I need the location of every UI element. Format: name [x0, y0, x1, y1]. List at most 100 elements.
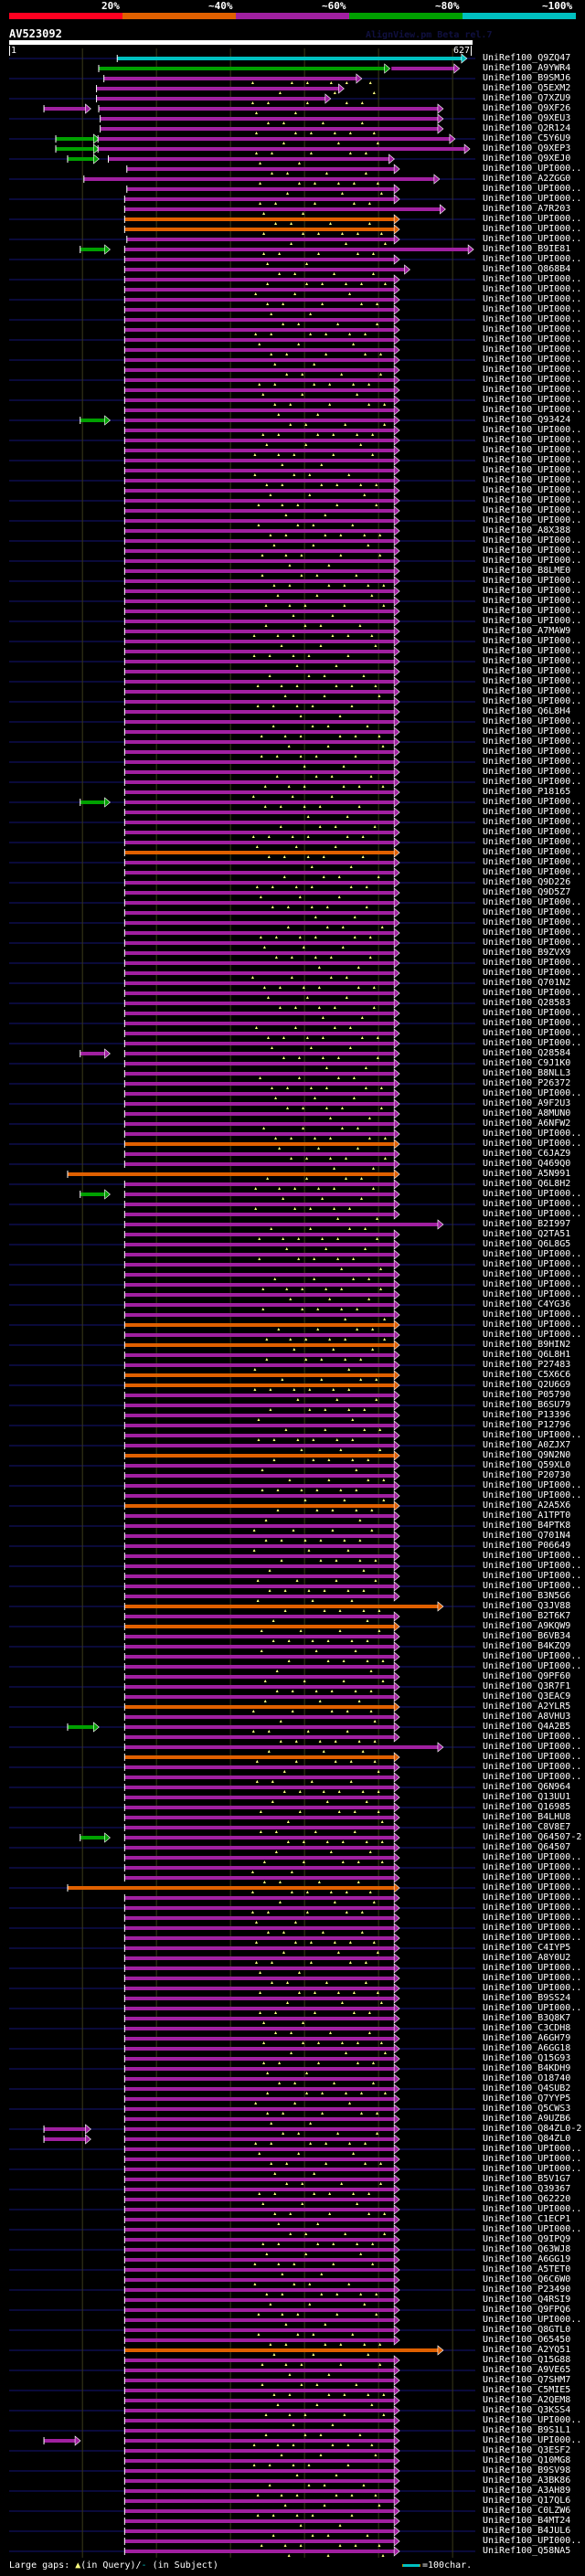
hit-label[interactable]: UniRef100_P27483 — [483, 1360, 571, 1370]
hit-label[interactable]: UniRef100_UPI000.. — [483, 2415, 582, 2425]
hit-label[interactable]: UniRef100_B8NLL3 — [483, 1068, 571, 1078]
hit-label[interactable]: UniRef100_UPI000.. — [483, 1913, 582, 1923]
hit-label[interactable]: UniRef100_UPI000.. — [483, 1259, 582, 1269]
hit-label[interactable]: UniRef100_UPI000.. — [483, 1852, 582, 1862]
hit-label[interactable]: UniRef100_UPI000.. — [483, 1018, 582, 1028]
hit-label[interactable]: UniRef100_C5X6C6 — [483, 1370, 571, 1380]
hit-label[interactable]: UniRef100_B3Q8K7 — [483, 2013, 571, 2023]
hit-label[interactable]: UniRef100_P23490 — [483, 2284, 571, 2295]
hit-label[interactable]: UniRef100_Q9XF26 — [483, 103, 571, 113]
hit-label[interactable]: UniRef100_P06649 — [483, 1541, 571, 1551]
hit-label[interactable]: UniRef100_Q13UU1 — [483, 1792, 571, 1802]
hit-label[interactable]: UniRef100_UPI000.. — [483, 757, 582, 767]
hit-label[interactable]: UniRef100_A8VHU3 — [483, 1712, 571, 1722]
hit-label[interactable]: UniRef100_UPI000.. — [483, 495, 582, 505]
hit-label[interactable]: UniRef100_UPI000.. — [483, 1752, 582, 1762]
hit-label[interactable]: UniRef100_A6NFW2 — [483, 1118, 571, 1129]
hit-label[interactable]: UniRef100_UPI000.. — [483, 917, 582, 928]
hit-label[interactable]: UniRef100_UPI000.. — [483, 686, 582, 696]
hit-label[interactable]: UniRef100_A5N991 — [483, 1169, 571, 1179]
hit-label[interactable]: UniRef100_UPI000.. — [483, 988, 582, 998]
hit-label[interactable]: UniRef100_B2I997 — [483, 1219, 571, 1229]
hit-label[interactable]: UniRef100_UPI000.. — [483, 2224, 582, 2234]
hit-label[interactable]: UniRef100_UPI000.. — [483, 475, 582, 485]
hit-label[interactable]: UniRef100_UPI000.. — [483, 1209, 582, 1219]
hit-label[interactable]: UniRef100_UPI000.. — [483, 535, 582, 546]
hit-label[interactable]: UniRef100_UPI000.. — [483, 1309, 582, 1320]
hit-label[interactable]: UniRef100_UPI000.. — [483, 958, 582, 968]
hit-label[interactable]: UniRef100_UPI000.. — [483, 696, 582, 706]
hit-label[interactable]: UniRef100_Q15G93 — [483, 2053, 571, 2063]
hit-label[interactable]: UniRef100_UPI000.. — [483, 1561, 582, 1571]
hit-label[interactable]: UniRef100_UPI000.. — [483, 1732, 582, 1742]
hit-label[interactable]: UniRef100_Q28584 — [483, 1048, 571, 1058]
hit-label[interactable]: UniRef100_C5MIE5 — [483, 2385, 571, 2395]
hit-label[interactable]: UniRef100_B9SV98 — [483, 2465, 571, 2475]
hit-label[interactable]: UniRef100_UPI000.. — [483, 807, 582, 817]
hit-label[interactable]: UniRef100_UPI000.. — [483, 1872, 582, 1882]
hit-label[interactable]: UniRef100_UPI000.. — [483, 515, 582, 525]
hit-label[interactable]: UniRef100_UPI000.. — [483, 576, 582, 586]
hit-label[interactable]: UniRef100_C4IYP5 — [483, 1943, 571, 1953]
hit-label[interactable]: UniRef100_Q9IPQ9 — [483, 2234, 571, 2244]
hit-label[interactable]: UniRef100_UPI000.. — [483, 897, 582, 907]
hit-label[interactable]: UniRef100_UPI000.. — [483, 737, 582, 747]
hit-label[interactable]: UniRef100_UPI000.. — [483, 1862, 582, 1872]
hit-label[interactable]: UniRef100_A9YWR4 — [483, 63, 571, 73]
hit-label[interactable]: UniRef100_UPI000.. — [483, 334, 582, 345]
hit-label[interactable]: UniRef100_Q10MG8 — [483, 2455, 571, 2465]
hit-label[interactable]: UniRef100_B4MT24 — [483, 2516, 571, 2526]
hit-label[interactable]: UniRef100_A6GG18 — [483, 2043, 571, 2053]
hit-label[interactable]: UniRef100_UPI000.. — [483, 1038, 582, 1048]
hit-label[interactable]: UniRef100_UPI000.. — [483, 445, 582, 455]
hit-label[interactable]: UniRef100_UPI000.. — [483, 365, 582, 375]
hit-label[interactable]: UniRef100_C8V8E7 — [483, 1822, 571, 1832]
hit-label[interactable]: UniRef100_P12796 — [483, 1420, 571, 1430]
hit-label[interactable]: UniRef100_UPI000.. — [483, 1581, 582, 1591]
hit-label[interactable]: UniRef100_A8MUN0 — [483, 1108, 571, 1118]
hit-label[interactable]: UniRef100_UPI000.. — [483, 2154, 582, 2164]
hit-label[interactable]: UniRef100_UPI000.. — [483, 345, 582, 355]
hit-label[interactable]: UniRef100_B9SMJ6 — [483, 73, 571, 83]
hit-label[interactable]: UniRef100_A9KQW9 — [483, 1621, 571, 1631]
hit-label[interactable]: UniRef100_Q3R7F1 — [483, 1681, 571, 1691]
hit-label[interactable]: UniRef100_UPI000.. — [483, 716, 582, 726]
hit-label[interactable]: UniRef100_Q9PF60 — [483, 1671, 571, 1681]
hit-label[interactable]: UniRef100_UPI000.. — [483, 1129, 582, 1139]
hit-label[interactable]: UniRef100_B4KZQ9 — [483, 1641, 571, 1651]
hit-label[interactable]: UniRef100_Q3EAC9 — [483, 1691, 571, 1701]
hit-label[interactable]: UniRef100_Q4A2B5 — [483, 1722, 571, 1732]
hit-label[interactable]: UniRef100_Q84ZL0 — [483, 2134, 571, 2144]
hit-label[interactable]: UniRef100_UPI000.. — [483, 1571, 582, 1581]
hit-label[interactable]: UniRef100_UPI000.. — [483, 314, 582, 324]
hit-label[interactable]: UniRef100_P20730 — [483, 1470, 571, 1480]
hit-label[interactable]: UniRef100_Q7XZU9 — [483, 93, 571, 103]
hit-label[interactable]: UniRef100_UPI000.. — [483, 747, 582, 757]
hit-label[interactable]: UniRef100_Q4RSI9 — [483, 2295, 571, 2305]
hit-label[interactable]: UniRef100_A5TET0 — [483, 2264, 571, 2274]
hit-label[interactable]: UniRef100_B3N5G6 — [483, 1591, 571, 1601]
hit-label[interactable]: UniRef100_O65450 — [483, 2335, 571, 2345]
hit-label[interactable]: UniRef100_Q5EXM2 — [483, 83, 571, 93]
hit-label[interactable]: UniRef100_B4JUL6 — [483, 2526, 571, 2536]
hit-label[interactable]: UniRef100_UPI000.. — [483, 234, 582, 244]
hit-label[interactable]: UniRef100_A8Y0U2 — [483, 1953, 571, 1963]
hit-label[interactable]: UniRef100_UPI000.. — [483, 455, 582, 465]
hit-label[interactable]: UniRef100_Q6N964 — [483, 1782, 571, 1792]
hit-label[interactable]: UniRef100_A9UZB6 — [483, 2114, 571, 2124]
hit-label[interactable]: UniRef100_UPI000.. — [483, 304, 582, 314]
hit-label[interactable]: UniRef100_UPI000.. — [483, 385, 582, 395]
hit-label[interactable]: UniRef100_Q701N4 — [483, 1531, 571, 1541]
hit-label[interactable]: UniRef100_Q9XEP3 — [483, 143, 571, 154]
hit-label[interactable]: UniRef100_UPI000.. — [483, 395, 582, 405]
hit-label[interactable]: UniRef100_UPI000.. — [483, 294, 582, 304]
hit-label[interactable]: UniRef100_UPI000.. — [483, 928, 582, 938]
hit-label[interactable]: UniRef100_UPI000.. — [483, 636, 582, 646]
hit-label[interactable]: UniRef100_C0LZW6 — [483, 2506, 571, 2516]
hit-label[interactable]: UniRef100_Q9XEJ0 — [483, 154, 571, 164]
hit-label[interactable]: UniRef100_Q868B4 — [483, 264, 571, 274]
hit-label[interactable]: UniRef100_Q9N2N0 — [483, 1450, 571, 1460]
hit-label[interactable]: UniRef100_UPI000.. — [483, 938, 582, 948]
hit-label[interactable]: UniRef100_Q9XEU3 — [483, 113, 571, 123]
hit-label[interactable]: UniRef100_UPI000.. — [483, 857, 582, 867]
